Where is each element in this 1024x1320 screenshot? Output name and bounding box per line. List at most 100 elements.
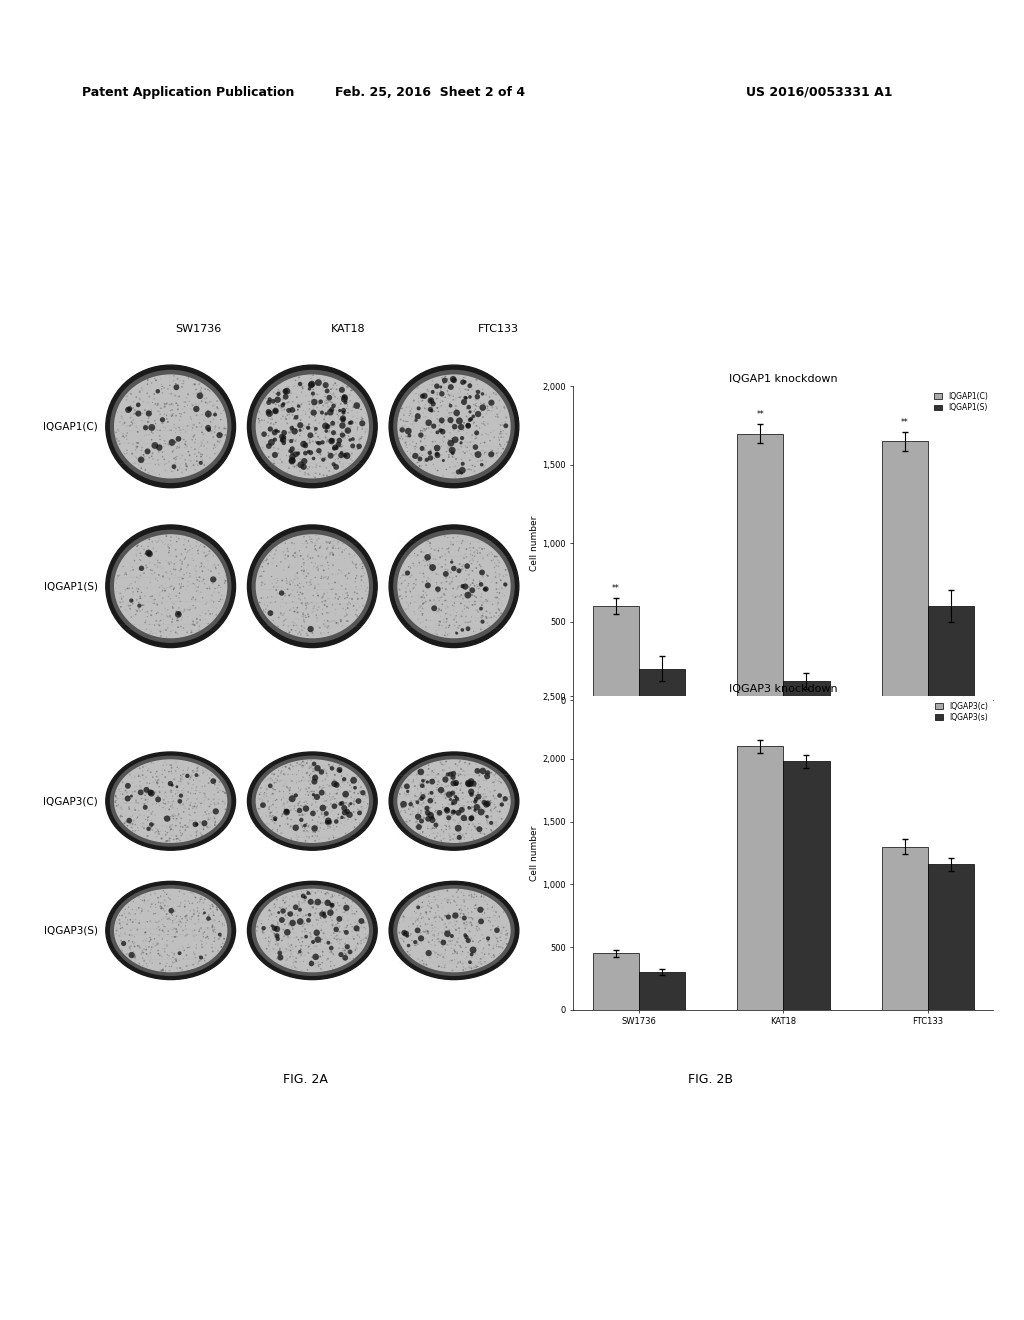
Point bbox=[298, 624, 314, 645]
Point bbox=[450, 453, 466, 474]
Point bbox=[140, 900, 157, 921]
Point bbox=[400, 573, 417, 594]
Point bbox=[266, 813, 283, 834]
Point bbox=[444, 447, 461, 469]
Point bbox=[394, 397, 411, 418]
Point bbox=[217, 785, 233, 807]
Point bbox=[317, 925, 334, 946]
Point bbox=[203, 793, 219, 814]
Point bbox=[418, 550, 434, 572]
Point bbox=[478, 578, 495, 599]
Point bbox=[291, 430, 307, 451]
Point bbox=[323, 902, 339, 923]
Point bbox=[130, 820, 146, 841]
Point bbox=[471, 771, 487, 792]
Point bbox=[424, 396, 440, 417]
Point bbox=[120, 942, 136, 964]
Point bbox=[181, 809, 198, 830]
Point bbox=[274, 903, 291, 924]
Point bbox=[264, 937, 281, 958]
Point bbox=[497, 434, 513, 455]
Point bbox=[329, 795, 345, 816]
Point bbox=[306, 760, 323, 781]
Point bbox=[304, 880, 321, 902]
Point bbox=[284, 619, 300, 640]
Point bbox=[457, 432, 473, 453]
Point bbox=[321, 775, 337, 796]
Point bbox=[337, 387, 353, 408]
Point bbox=[492, 803, 508, 824]
Point bbox=[268, 931, 285, 952]
Point bbox=[283, 903, 299, 924]
Point bbox=[175, 948, 191, 969]
Point bbox=[134, 564, 151, 585]
Point bbox=[298, 560, 314, 581]
Point bbox=[131, 898, 147, 919]
Point bbox=[336, 388, 352, 409]
Point bbox=[179, 622, 196, 643]
Point bbox=[463, 799, 479, 820]
Point bbox=[476, 801, 493, 822]
Point bbox=[342, 546, 358, 568]
Point bbox=[148, 771, 165, 792]
Point bbox=[151, 401, 167, 422]
Point bbox=[125, 583, 141, 605]
Point bbox=[410, 791, 426, 812]
Point bbox=[204, 420, 220, 441]
Point bbox=[453, 903, 469, 924]
Point bbox=[442, 927, 459, 948]
Point bbox=[249, 920, 265, 941]
Point bbox=[172, 895, 188, 916]
Ellipse shape bbox=[389, 882, 519, 979]
Point bbox=[321, 442, 337, 463]
Point bbox=[341, 895, 357, 916]
Point bbox=[190, 393, 207, 414]
Point bbox=[200, 817, 216, 838]
Point bbox=[479, 400, 496, 421]
Point bbox=[282, 946, 298, 968]
Point bbox=[311, 428, 328, 449]
Point bbox=[174, 936, 190, 957]
Point bbox=[156, 378, 172, 399]
Point bbox=[329, 809, 345, 830]
Point bbox=[482, 422, 499, 444]
Point bbox=[202, 767, 218, 788]
Point bbox=[430, 895, 446, 916]
Point bbox=[430, 783, 446, 804]
Point bbox=[401, 566, 418, 587]
Point bbox=[178, 828, 195, 849]
Point bbox=[301, 433, 317, 454]
Point bbox=[159, 935, 175, 956]
Point bbox=[330, 921, 346, 942]
Point bbox=[477, 784, 494, 805]
Point bbox=[464, 902, 480, 923]
Point bbox=[211, 562, 227, 583]
Point bbox=[324, 541, 340, 562]
Point bbox=[132, 903, 148, 924]
Point bbox=[447, 540, 464, 561]
Point bbox=[294, 816, 310, 837]
Point bbox=[458, 824, 474, 845]
Point bbox=[294, 892, 310, 913]
Point bbox=[492, 911, 508, 932]
Point bbox=[308, 525, 325, 546]
Point bbox=[151, 821, 167, 842]
Point bbox=[406, 556, 422, 577]
Point bbox=[335, 454, 351, 475]
Point bbox=[289, 562, 305, 583]
Point bbox=[436, 543, 453, 564]
Point bbox=[417, 756, 433, 777]
Point bbox=[319, 882, 336, 903]
Point bbox=[321, 392, 337, 413]
Point bbox=[261, 570, 278, 591]
Point bbox=[131, 781, 147, 803]
Point bbox=[287, 457, 303, 478]
Point bbox=[488, 602, 505, 623]
Point bbox=[300, 937, 316, 958]
Point bbox=[132, 543, 148, 564]
Point bbox=[133, 411, 150, 432]
Point bbox=[303, 528, 319, 549]
Point bbox=[275, 925, 292, 946]
Point bbox=[176, 896, 193, 917]
Point bbox=[274, 937, 291, 958]
